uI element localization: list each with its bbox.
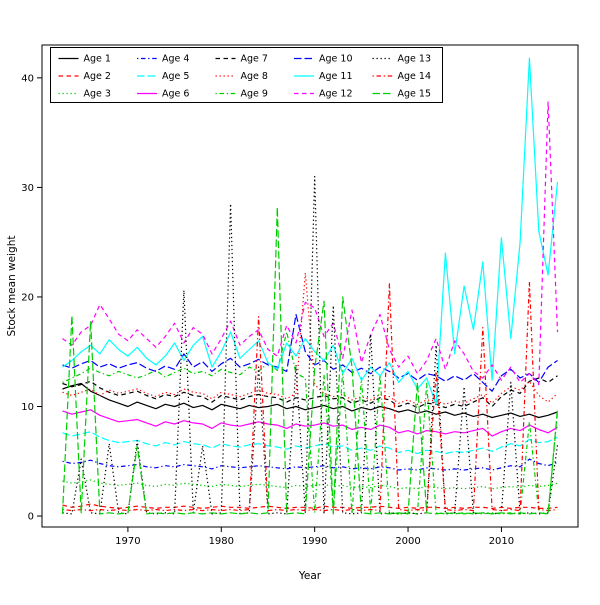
legend-label-age-10: Age 10 [319, 54, 352, 65]
x-tick-label: 1980 [209, 536, 234, 547]
series-line-age-4 [62, 458, 558, 471]
legend-label-age-4: Age 4 [162, 54, 189, 65]
y-tick-label: 20 [21, 292, 34, 303]
series-line-age-3 [62, 479, 558, 490]
legend-label-age-5: Age 5 [162, 71, 189, 82]
y-tick-label: 10 [21, 402, 34, 413]
x-tick-label: 1990 [302, 536, 327, 547]
legend-label-age-2: Age 2 [84, 71, 111, 82]
series-line-age-12 [62, 101, 559, 386]
plot-border [41, 44, 579, 528]
series-line-age-11 [62, 57, 559, 405]
x-tick-label: 1970 [115, 536, 140, 547]
legend-label-age-7: Age 7 [241, 54, 268, 65]
series-line-age-13 [62, 175, 559, 515]
y-axis-title: Stock mean weight [6, 236, 18, 337]
legend-label-age-8: Age 8 [241, 71, 268, 82]
legend-label-age-1: Age 1 [84, 54, 111, 65]
legend-label-age-15: Age 15 [398, 89, 431, 100]
series-line-age-6 [62, 409, 558, 437]
legend-label-age-3: Age 3 [84, 89, 111, 100]
series-line-age-1 [62, 382, 558, 419]
legend-label-age-12: Age 12 [319, 89, 352, 100]
series-line-age-10 [62, 313, 558, 392]
series-line-age-2 [62, 503, 558, 509]
y-tick-label: 40 [21, 73, 34, 84]
x-axis-title: Year [298, 570, 322, 582]
series-line-age-14 [62, 281, 558, 512]
legend-label-age-6: Age 6 [162, 89, 189, 100]
legend-label-age-11: Age 11 [319, 71, 352, 82]
x-tick-label: 2000 [395, 536, 420, 547]
legend-label-age-9: Age 9 [241, 89, 268, 100]
legend-label-age-14: Age 14 [398, 71, 431, 82]
legend-label-age-13: Age 13 [398, 54, 431, 65]
x-tick-label: 2010 [489, 536, 514, 547]
series-line-age-7 [62, 375, 558, 409]
y-tick-label: 0 [28, 512, 34, 523]
series-line-age-9 [62, 331, 559, 515]
y-tick-label: 30 [21, 183, 34, 194]
